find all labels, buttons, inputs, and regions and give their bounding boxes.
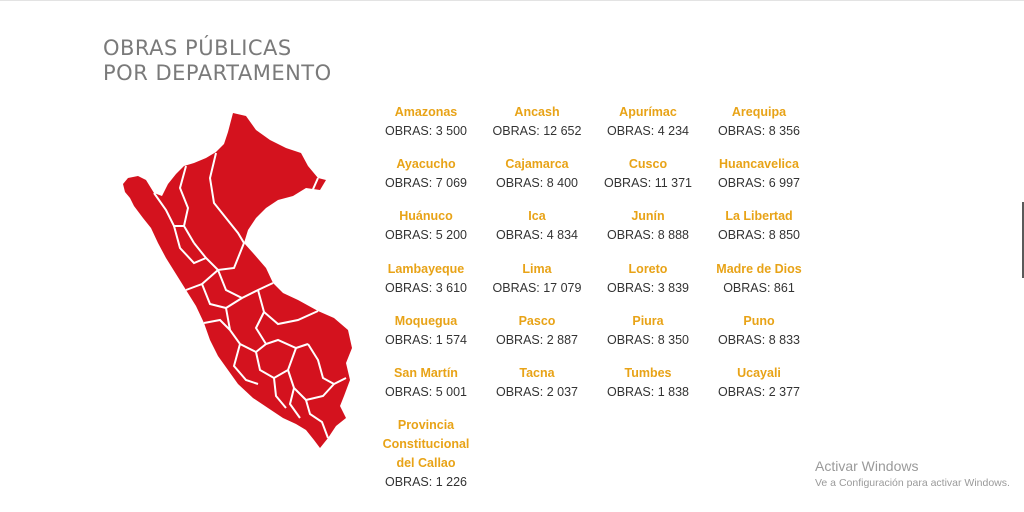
department-count: OBRAS: 4 834 bbox=[496, 228, 578, 242]
page-title-line-2: POR DEPARTAMENTO bbox=[103, 61, 332, 85]
department-count: OBRAS: 861 bbox=[723, 281, 795, 295]
department-card: La Libertad OBRAS: 8 850 bbox=[703, 207, 815, 245]
peru-map-shape bbox=[123, 113, 352, 448]
department-name: Loreto bbox=[628, 262, 668, 276]
department-card: Tumbes OBRAS: 1 838 bbox=[592, 364, 704, 402]
department-count: OBRAS: 8 400 bbox=[496, 176, 578, 190]
department-name: Tumbes bbox=[624, 366, 672, 380]
department-count: OBRAS: 5 200 bbox=[385, 228, 467, 242]
department-count: OBRAS: 8 350 bbox=[607, 333, 689, 347]
department-card: Piura OBRAS: 8 350 bbox=[592, 312, 704, 350]
department-name: La Libertad bbox=[725, 209, 793, 223]
department-card: Huancavelica OBRAS: 6 997 bbox=[703, 155, 815, 193]
department-name: Madre de Dios bbox=[716, 262, 802, 276]
department-count: OBRAS: 2 887 bbox=[496, 333, 578, 347]
callao-name-line-3: del Callao bbox=[396, 456, 456, 470]
department-card: Puno OBRAS: 8 833 bbox=[703, 312, 815, 350]
department-name: Apurímac bbox=[619, 105, 677, 119]
department-card: Lima OBRAS: 17 079 bbox=[481, 260, 593, 298]
department-card: Amazonas OBRAS: 3 500 bbox=[370, 103, 482, 141]
department-count: OBRAS: 5 001 bbox=[385, 385, 467, 399]
department-count: OBRAS: 3 839 bbox=[607, 281, 689, 295]
department-count: OBRAS: 2 037 bbox=[496, 385, 578, 399]
department-count: OBRAS: 12 652 bbox=[492, 124, 582, 138]
department-card: San Martín OBRAS: 5 001 bbox=[370, 364, 482, 402]
department-name: Puno bbox=[743, 314, 775, 328]
department-card: Ayacucho OBRAS: 7 069 bbox=[370, 155, 482, 193]
department-name: Ayacucho bbox=[396, 157, 456, 171]
department-count: OBRAS: 6 997 bbox=[718, 176, 800, 190]
department-count: OBRAS: 3 500 bbox=[385, 124, 467, 138]
callao-name-line-1: Provincia bbox=[397, 418, 455, 432]
department-count: OBRAS: 8 356 bbox=[718, 124, 800, 138]
department-card: Junín OBRAS: 8 888 bbox=[592, 207, 704, 245]
department-count: OBRAS: 8 850 bbox=[718, 228, 800, 242]
department-card: Tacna OBRAS: 2 037 bbox=[481, 364, 593, 402]
department-name: Cusco bbox=[628, 157, 668, 171]
department-count: OBRAS: 1 574 bbox=[385, 333, 467, 347]
department-name: Ancash bbox=[514, 105, 560, 119]
department-card: Madre de Dios OBRAS: 861 bbox=[703, 260, 815, 298]
department-count: OBRAS: 1 838 bbox=[607, 385, 689, 399]
department-count: OBRAS: 17 079 bbox=[492, 281, 582, 295]
department-card: Huánuco OBRAS: 5 200 bbox=[370, 207, 482, 245]
department-card: Ucayali OBRAS: 2 377 bbox=[703, 364, 815, 402]
department-count: OBRAS: 2 377 bbox=[718, 385, 800, 399]
department-card: Arequipa OBRAS: 8 356 bbox=[703, 103, 815, 141]
department-name: Ica bbox=[528, 209, 546, 223]
department-card: Pasco OBRAS: 2 887 bbox=[481, 312, 593, 350]
department-name: Lambayeque bbox=[387, 262, 465, 276]
callao-count: OBRAS: 1 226 bbox=[385, 475, 467, 489]
department-card: Cusco OBRAS: 11 371 bbox=[592, 155, 704, 193]
department-name: Moquegua bbox=[394, 314, 458, 328]
page-title: OBRAS PÚBLICAS POR DEPARTAMENTO bbox=[103, 36, 332, 86]
department-name: Amazonas bbox=[394, 105, 458, 119]
department-card: Cajamarca OBRAS: 8 400 bbox=[481, 155, 593, 193]
department-count: OBRAS: 8 888 bbox=[607, 228, 689, 242]
department-name: Piura bbox=[632, 314, 664, 328]
windows-activation-watermark: Activar Windows Ve a Configuración para … bbox=[815, 457, 1010, 491]
department-name: Ucayali bbox=[737, 366, 781, 380]
department-count: OBRAS: 11 371 bbox=[603, 176, 692, 190]
department-name: Tacna bbox=[519, 366, 555, 380]
department-name: Huánuco bbox=[399, 209, 453, 223]
department-name: Arequipa bbox=[731, 105, 787, 119]
department-count: OBRAS: 8 833 bbox=[718, 333, 800, 347]
scrollbar-thumb[interactable] bbox=[1022, 202, 1024, 278]
department-name: Pasco bbox=[518, 314, 556, 328]
department-card: Apurímac OBRAS: 4 234 bbox=[592, 103, 704, 141]
department-name: Junín bbox=[631, 209, 665, 223]
peru-map bbox=[123, 113, 352, 448]
watermark-title: Activar Windows bbox=[815, 458, 919, 474]
department-card: Loreto OBRAS: 3 839 bbox=[592, 260, 704, 298]
department-card: Ica OBRAS: 4 834 bbox=[481, 207, 593, 245]
department-name: Huancavelica bbox=[719, 157, 799, 171]
map-borders bbox=[153, 152, 347, 439]
department-name: Cajamarca bbox=[505, 157, 569, 171]
department-name: Lima bbox=[522, 262, 552, 276]
department-card: Moquegua OBRAS: 1 574 bbox=[370, 312, 482, 350]
department-card: Lambayeque OBRAS: 3 610 bbox=[370, 260, 482, 298]
department-count: OBRAS: 4 234 bbox=[607, 124, 689, 138]
watermark-subtitle: Ve a Configuración para activar Windows. bbox=[815, 477, 1010, 489]
department-card-callao: Provincia Constitucional del Callao OBRA… bbox=[370, 416, 482, 492]
department-count: OBRAS: 7 069 bbox=[385, 176, 467, 190]
department-name: San Martín bbox=[394, 366, 458, 380]
department-card: Ancash OBRAS: 12 652 bbox=[481, 103, 593, 141]
department-count: OBRAS: 3 610 bbox=[385, 281, 467, 295]
top-divider bbox=[0, 0, 1024, 1]
page-title-line-1: OBRAS PÚBLICAS bbox=[103, 36, 292, 60]
callao-name-line-2: Constitucional bbox=[382, 437, 470, 451]
